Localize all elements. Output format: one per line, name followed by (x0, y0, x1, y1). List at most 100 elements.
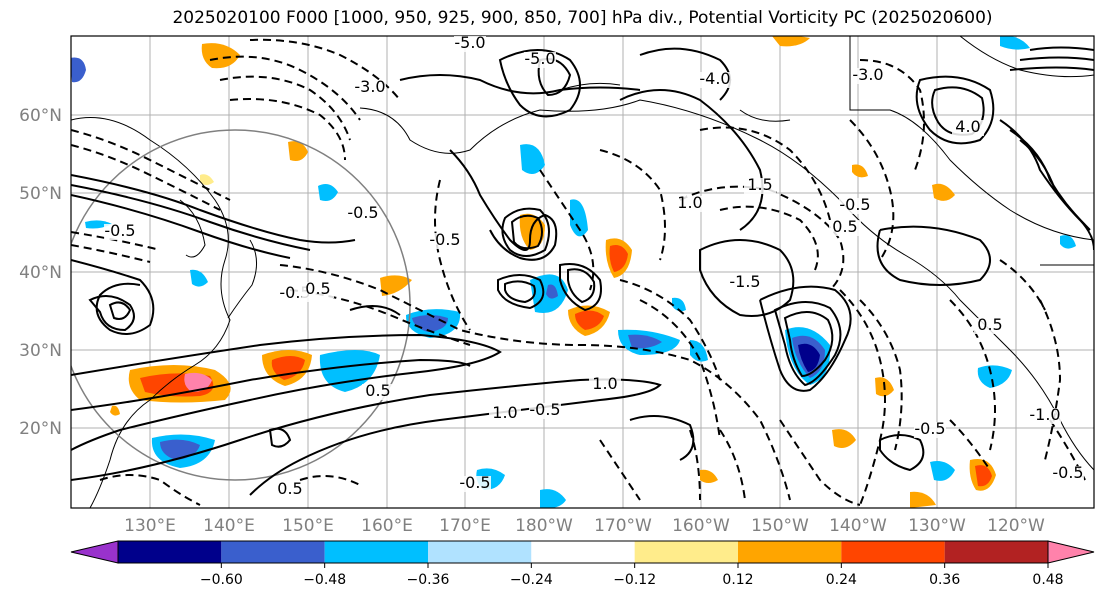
contour-label: -0.5 (529, 400, 560, 419)
contour-label-bg (489, 406, 521, 422)
contour-label-bg (362, 384, 394, 400)
colorbar-tick-label: 0.48 (1032, 572, 1063, 588)
longitude-label: 130°W (908, 516, 966, 536)
contour-label: -5.0 (454, 33, 485, 52)
pv-patch-negative (1000, 36, 1030, 50)
contour-label-bg (302, 282, 334, 298)
longitude-label: 140°E (203, 516, 255, 536)
colorbar-segment (118, 541, 222, 563)
pv-patch-negative (570, 199, 588, 237)
pv-patch-negative (520, 144, 545, 174)
pv-patch-positive (609, 245, 628, 272)
contour-label-bg (529, 403, 561, 419)
contour-label-bg (274, 482, 306, 498)
pv-patch-negative (71, 57, 86, 83)
pv-patch-negative (977, 365, 1012, 388)
pv-patch-negative (628, 334, 662, 349)
latitude-labels: 60°N 50°N 40°N 30°N 20°N (19, 106, 62, 439)
longitude-label: 120°W (987, 516, 1045, 536)
longitude-label: 160°W (672, 516, 730, 536)
contour-label-bg (839, 198, 871, 214)
colorbar-segment (531, 541, 635, 563)
colorbar-segment (221, 541, 325, 563)
contour-label-bg (459, 476, 491, 492)
latitude-label: 20°N (19, 419, 62, 439)
colorbar-tick-label: 0.36 (929, 572, 960, 588)
colorbar-segment (738, 541, 842, 563)
longitude-label: 150°E (282, 516, 334, 536)
contour-label: 1.0 (592, 374, 617, 393)
pv-patch-negative (798, 343, 820, 372)
contour-label-bg (852, 68, 884, 84)
pv-patch-negative (318, 184, 338, 201)
pv-patch-positive (910, 491, 936, 508)
contour-label: 0.5 (977, 315, 1002, 334)
pv-patch-negative (540, 489, 566, 508)
longitude-label: 150°W (751, 516, 809, 536)
contour-label: 1.0 (492, 403, 517, 422)
contour-label: -1.5 (729, 272, 760, 291)
longitude-labels: 130°E 140°E 150°E 160°E 170°E 180°W 170°W 160°W… (124, 516, 1045, 536)
pv-patch-positive (700, 469, 718, 483)
pv-patch-positive (772, 36, 810, 47)
contour-label-bg (744, 178, 776, 194)
contour-label: -3.0 (354, 77, 385, 96)
latitude-label: 40°N (19, 263, 62, 283)
contour-label-bg (524, 52, 556, 68)
colorbar-extend-max (1047, 540, 1095, 564)
contour-label: 0.5 (832, 217, 857, 236)
pv-patch-positive (975, 465, 992, 487)
contour-label: -0.5 (459, 473, 490, 492)
colorbar-tick-label: −0.36 (407, 572, 450, 588)
contour-label-bg (354, 80, 386, 96)
pv-patch-positive (575, 310, 604, 330)
colorbar-tick-label: 0.24 (826, 572, 857, 588)
pv-patch-positive (932, 183, 955, 201)
contour-label: 4.0 (955, 117, 980, 136)
contour-label-bg (429, 233, 461, 249)
contour-label: 0.5 (305, 279, 330, 298)
longitude-label: 170°W (594, 516, 652, 536)
colorbar-extend-min (70, 540, 119, 564)
colorbar-segment (324, 541, 428, 563)
colorbar-tick-label: 0.12 (722, 572, 753, 588)
colorbar-frame (117, 540, 1049, 564)
colorbar-tick-label: −0.12 (613, 572, 656, 588)
contour-label: 0.5 (365, 381, 390, 400)
contour-label-bg (589, 377, 621, 393)
pv-patch-positive (200, 174, 214, 185)
pv-patch-positive (271, 356, 305, 380)
pv-patch-positive (380, 275, 412, 296)
contour-label: 1.0 (677, 193, 702, 212)
colorbar-tick-label: −0.60 (200, 572, 243, 588)
pv-patch-negative (1060, 235, 1076, 249)
map-plot-area: -3.0 -5.0 -5.0 -4.0 -3.0 4.0 -0.5 -0.5 -0.5 0.5 0.… (70, 33, 1095, 509)
contour-label: -3.0 (852, 65, 883, 84)
contour-labels: -3.0 -5.0 -5.0 -4.0 -3.0 4.0 -0.5 -0.5 -0.5 0.5 0.… (104, 33, 1084, 498)
contour-label-bg (829, 220, 861, 236)
pv-patch-positive (852, 164, 868, 178)
colorbar-segment (428, 541, 532, 563)
contour-label: -0.5 (347, 203, 378, 222)
contour-label-bg (974, 318, 1006, 334)
contour-label: 0.5 (277, 479, 302, 498)
contour-label: -0.5 (1052, 463, 1083, 482)
pv-patch-positive (832, 429, 856, 448)
pv-patch-negative (190, 269, 208, 287)
map-frame (70, 35, 1095, 509)
longitude-label: 180°W (515, 516, 573, 536)
contour-label: -1.0 (1029, 405, 1060, 424)
latitude-label: 30°N (19, 341, 62, 361)
contour-label-bg (914, 422, 946, 438)
contour-label-bg (952, 120, 984, 136)
contour-label-bg (729, 275, 761, 291)
colorbar-segment (841, 541, 945, 563)
map-title: 2025020100 F000 [1000, 950, 925, 900, 85… (172, 8, 993, 28)
contour-label: -0.5 (104, 221, 135, 240)
contour-label-bg (454, 36, 486, 52)
pv-patch-positive (519, 213, 545, 250)
pv-patch-positive (201, 43, 240, 69)
contour-label-bg (699, 72, 731, 88)
contour-label-bg (674, 196, 706, 212)
